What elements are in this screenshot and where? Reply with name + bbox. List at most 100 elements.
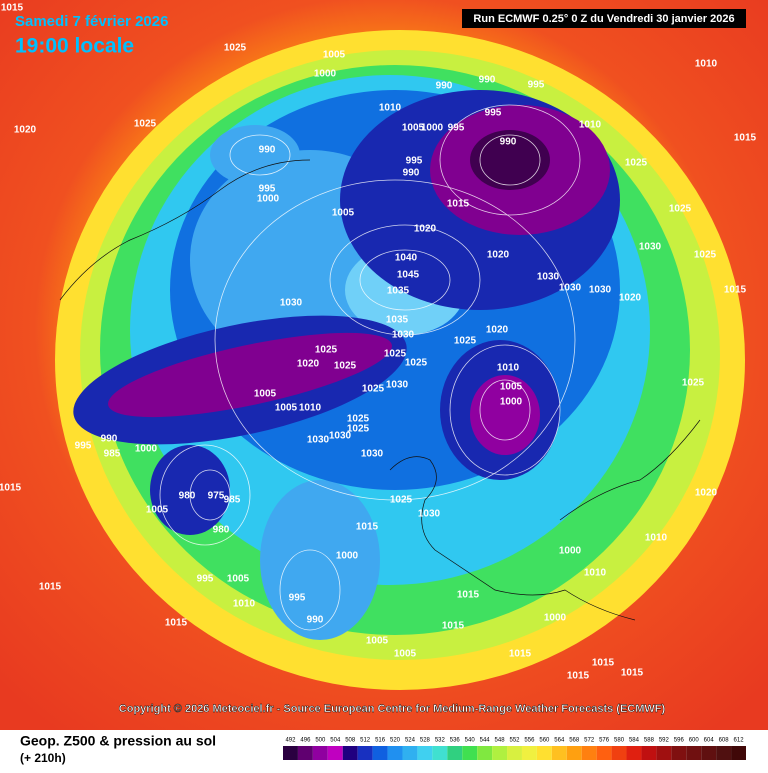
scale-swatch [492,746,508,760]
isobar-label: 1025 [390,495,413,506]
isobar-label: 1005 [332,208,355,219]
scale-swatch [432,746,448,760]
scale-label: 592 [659,738,670,744]
scale-label: 580 [614,738,625,744]
isobar-label: 1025 [405,358,428,369]
isobar-label: 1015 [621,668,644,679]
scale-label: 528 [420,738,431,744]
scale-swatch [327,746,343,760]
copyright: Copyright © 2026 Meteociel.fr - Source E… [119,703,666,715]
isobar-label: 980 [213,525,230,536]
isobar-label: 1015 [592,658,615,669]
scale-swatch [626,746,642,760]
isobar-label: 1015 [0,483,22,494]
isobar-label: 1010 [379,103,402,114]
scale-swatch [596,746,612,760]
isobar-label: 1000 [544,613,567,624]
scale-swatch [551,746,567,760]
scale-swatch [731,746,746,760]
scale-label: 500 [315,738,326,744]
isobar-label: 990 [479,75,496,86]
isobar-label: 1015 [567,671,590,682]
run-info: Run ECMWF 0.25° 0 Z du Vendredi 30 janvi… [473,13,734,25]
scale-swatch [417,746,433,760]
isobar-label: 995 [448,123,465,134]
scale-swatch [387,746,403,760]
scale-swatch [671,746,687,760]
scale-label: 520 [390,738,401,744]
scale-swatch [402,746,418,760]
isobar-label: 1020 [486,325,509,336]
isobar-label: 1005 [402,123,425,134]
scale-swatch [312,746,328,760]
isobar-label: 1005 [500,382,523,393]
isobar-label: 985 [104,449,121,460]
isobar-label: 1025 [454,336,477,347]
scale-swatch [656,746,672,760]
isobar-label: 1030 [589,285,612,296]
isobar-label: 1010 [695,59,718,70]
isobar-label: 995 [485,108,502,119]
isobar-label: 1030 [392,330,415,341]
scale-label: 544 [480,738,491,744]
scale-label: 504 [330,738,341,744]
scale-swatch [462,746,478,760]
scale-swatch [686,746,702,760]
forecast-time: 19:00 locale [15,35,134,58]
isobar-label: 1025 [315,345,338,356]
forecast-date: Samedi 7 février 2026 [15,13,168,30]
isobar-label: 1010 [645,533,668,544]
scale-label: 524 [405,738,416,744]
isobar-label: 1030 [280,298,303,309]
isobar-label: 1020 [14,125,37,136]
isobar-label: 1015 [447,199,470,210]
isobar-label: 1030 [361,449,384,460]
isobar-label: 1030 [559,283,582,294]
scale-swatch [581,746,597,760]
isobar-label: 995 [528,80,545,91]
isobar-label: 1035 [386,315,409,326]
scale-label: 588 [644,738,655,744]
coastlines [59,159,701,621]
isobar-label: 1025 [347,414,370,425]
scale-label: 552 [509,738,520,744]
isobar-label: 980 [179,491,196,502]
isobar-label: 1025 [682,378,705,389]
isobar-label: 990 [436,81,453,92]
scale-swatch [283,746,298,760]
scale-swatch [477,746,493,760]
scale-label: 536 [450,738,461,744]
isobar-label: 1030 [386,380,409,391]
isobar-label: 1040 [395,253,418,264]
isobar-label: 1025 [694,250,717,261]
isobar-label: 995 [197,574,214,585]
scale-swatch [342,746,358,760]
isobar-label: 1015 [734,133,757,144]
isobar-label: 1015 [509,649,532,660]
scale-swatch [641,746,657,760]
scale-label: 584 [629,738,640,744]
isobar-label: 1025 [347,424,370,435]
scale-swatch [566,746,582,760]
scale-swatch [447,746,463,760]
isobar-label: 1005 [275,403,298,414]
isobar-label: 1030 [418,509,441,520]
isobar-label: 985 [224,495,241,506]
isobar-label: 1015 [724,285,747,296]
isobar-label: 1000 [314,69,337,80]
isobar-label: 1000 [500,397,523,408]
isobar-label: 1015 [442,621,465,632]
isobar-label: 995 [75,441,92,452]
scale-swatch [716,746,732,760]
isobar-label: 1030 [329,431,352,442]
color-scale: 492 496 500 504 508 512 516 520 524 528 532 536 540 5… [283,738,746,760]
isobar-label: 1005 [394,649,417,660]
isobar-label: 995 [406,156,423,167]
isobar-label: 990 [259,145,276,156]
scale-swatch [357,746,373,760]
scale-label: 532 [435,738,446,744]
isobar-label: 1005 [227,574,250,585]
scale-label: 576 [599,738,610,744]
isobar-label: 1005 [323,50,346,61]
